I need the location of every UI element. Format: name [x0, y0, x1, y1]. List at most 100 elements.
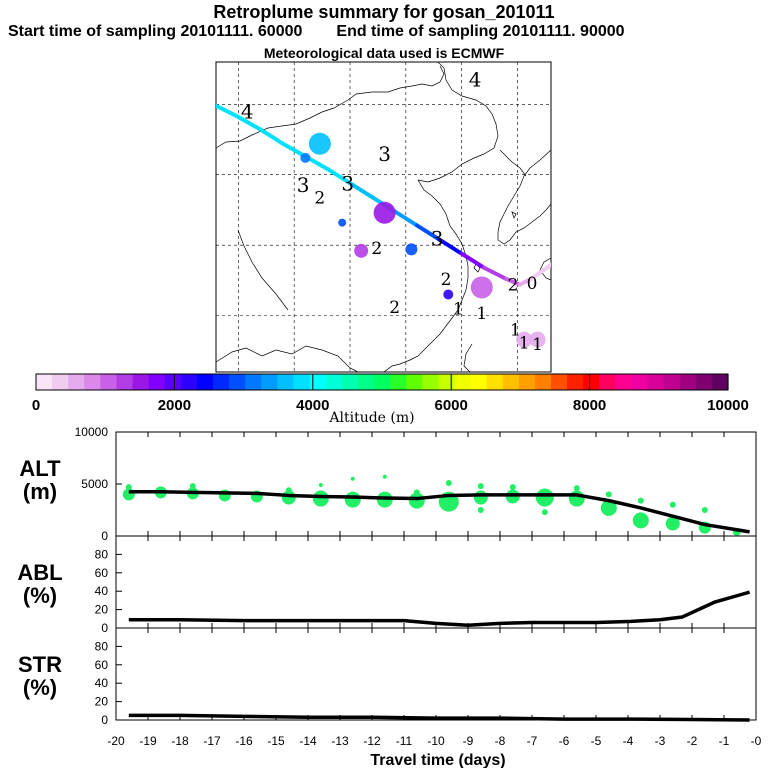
colorbar-cell: [261, 374, 278, 390]
altitude-spread-dot: [473, 490, 488, 505]
y-tick-label: 20: [95, 603, 109, 617]
series-line: [128, 713, 750, 722]
trajectory: [216, 103, 551, 287]
trajectory-segment: [415, 223, 442, 242]
colorbar-cell: [711, 374, 729, 390]
x-tick-label: -6: [559, 734, 570, 748]
day-marker-label: 1: [532, 335, 543, 355]
altitude-spread-dot: [509, 484, 516, 491]
border-west: [237, 229, 289, 311]
colorbar-cell: [454, 374, 472, 390]
panel-unit: (%): [23, 583, 57, 608]
y-tick-label: 80: [95, 639, 109, 653]
colorbar-cell: [68, 374, 85, 390]
trajectory-segment: [459, 251, 486, 270]
day-marker-label: 4: [241, 100, 254, 124]
sampling-time-line: Start time of sampling 20101111. 60000 En…: [8, 23, 768, 41]
y-tick-label: 60: [95, 566, 109, 580]
colorbar-cell: [550, 374, 568, 390]
panel-frame: [115, 627, 757, 721]
trajectory-segment: [325, 167, 352, 186]
island-2: [511, 211, 517, 219]
y-tick-label: 20: [95, 695, 109, 709]
colorbar-cell: [438, 374, 456, 390]
colorbar-cell: [357, 374, 375, 390]
colorbar-cell: [180, 374, 198, 390]
trajectory-segment: [504, 277, 522, 287]
plume-blob: [354, 243, 369, 258]
x-tick-label: -11: [396, 734, 413, 748]
x-tick-labels: -20 -19 -18 -17 -16 -15 -14 -13 -12 -11 -10 -9 -8 -7 -…: [107, 734, 761, 748]
colorbar-cell: [325, 374, 343, 390]
coast-north: [216, 65, 445, 149]
x-tick-label: -10: [427, 734, 445, 748]
day-marker-label: 1: [476, 304, 487, 324]
x-axis-label: Travel time (days): [370, 752, 505, 768]
colorbar-cell: [502, 374, 520, 390]
altitude-spread-dot: [312, 490, 329, 507]
x-tick-label: -12: [363, 734, 381, 748]
panel-alt: 0 5000 10000 ALT(m): [19, 425, 757, 543]
colorbar-cell: [647, 374, 665, 390]
colorbar-tick-label: 8000: [573, 397, 606, 414]
plume-blob: [516, 331, 533, 348]
coastlines: [216, 62, 551, 372]
trajectory-segment: [528, 262, 551, 281]
plume-blob: [338, 218, 347, 227]
panel-str: 0 20 40 60 80 STR(%): [18, 627, 757, 727]
colorbar-cell: [245, 374, 262, 390]
colorbar-tick-label: 4000: [296, 397, 329, 414]
colorbar-cell: [663, 374, 681, 390]
x-tick-label: -19: [139, 734, 157, 748]
coast-bohai: [417, 62, 499, 183]
altitude-spread-dot: [189, 483, 196, 490]
day-marker-label: 0: [527, 274, 538, 294]
colorbar-tick-label: 2000: [158, 397, 191, 414]
y-tick-label: 0: [101, 713, 108, 727]
start-time: Start time of sampling 20101111. 60000: [8, 23, 303, 40]
altitude-spread-dot: [350, 476, 355, 481]
y-tick-label: 10000: [75, 425, 109, 439]
colorbar-cell: [486, 374, 504, 390]
day-marker-label: 4: [469, 67, 482, 91]
panel-unit: (m): [23, 479, 57, 504]
colorbar-tick-label: 0: [32, 397, 40, 414]
altitude-spread-dot: [541, 509, 548, 516]
colorbar-cell: [148, 374, 166, 390]
colorbar-ticks: 0 2000 4000 6000 8000 10000: [32, 374, 749, 414]
trajectory-segment: [281, 141, 308, 159]
colorbar-cell: [341, 374, 359, 390]
colorbar-cell: [277, 374, 295, 390]
colorbar-cell: [406, 374, 423, 390]
panel-label: STR: [18, 652, 62, 677]
colorbar-cell: [599, 374, 616, 390]
x-tick-label: -3: [655, 734, 666, 748]
altitude-spread-dot: [605, 491, 612, 498]
met-data-note: Meteorological data used is ECMWF: [263, 45, 505, 61]
colorbar-cells: [36, 374, 729, 390]
trajectory-segment: [348, 181, 375, 200]
y-tick-label: 60: [95, 658, 109, 672]
colorbar-cell: [390, 374, 407, 390]
altitude-spread-dot: [535, 488, 554, 507]
trajectory-segment: [392, 209, 419, 228]
day-marker-label: 2: [314, 188, 325, 208]
coast-korea: [497, 149, 551, 245]
altitude-spread-dot: [382, 474, 387, 479]
altitude-spread-dot: [573, 485, 580, 492]
day-marker-label: 1: [519, 333, 530, 353]
plume-blob: [405, 243, 418, 256]
trajectory-segment: [258, 127, 285, 146]
colorbar-cell: [293, 374, 311, 390]
border-korea-china: [499, 149, 527, 177]
plume-blob: [443, 289, 454, 300]
coast-yellow-sea: [383, 179, 469, 372]
coast-japan: [539, 257, 551, 281]
altitude-spread-dot: [701, 507, 708, 513]
colorbar-tick-label: 10000: [707, 397, 749, 414]
colorbar-cell: [615, 374, 633, 390]
day-marker-label: 2: [371, 239, 382, 259]
y-tick-label: 0: [101, 529, 108, 543]
